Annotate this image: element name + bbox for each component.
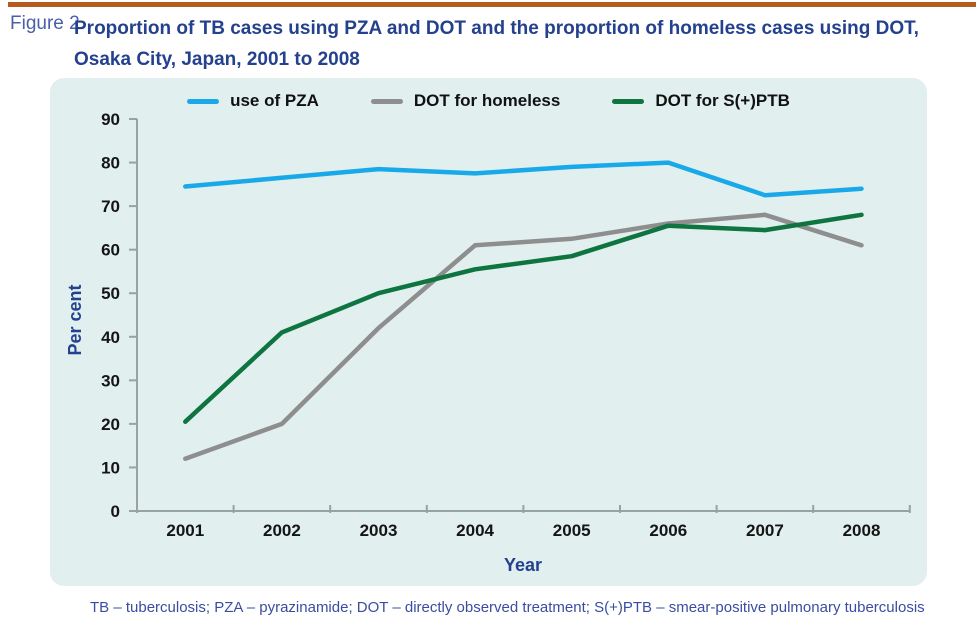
y-tick-label: 40 <box>101 328 120 347</box>
figure-label: Figure 2. <box>10 13 85 34</box>
y-tick-label: 90 <box>101 110 120 129</box>
legend-swatch-dot-for-homeless-icon <box>370 98 403 104</box>
footnote: TB – tuberculosis; PZA – pyrazinamide; D… <box>90 599 925 616</box>
legend-swatch-dot-for-s-ptb-icon <box>612 98 645 104</box>
x-tick-label: 2006 <box>649 521 687 540</box>
y-tick-label: 10 <box>101 458 120 477</box>
legend-item-dot-for-s-ptb: DOT for S(+)PTB <box>612 91 790 111</box>
y-axis-title: Per cent <box>65 284 85 355</box>
y-tick-label: 80 <box>101 154 120 173</box>
chart-plot-area: 0 10 20 30 40 50 60 70 80 90 2001 2002 2003 2004 2005 2… <box>101 110 911 540</box>
legend-item-dot-for-homeless: DOT for homeless <box>370 91 561 111</box>
y-tick-label: 30 <box>101 371 120 390</box>
x-tick-label: 2002 <box>263 521 301 540</box>
y-tick-label: 60 <box>101 241 120 260</box>
series-line-1 <box>183 212 864 461</box>
y-tick-label: 0 <box>111 502 120 521</box>
line-chart: 0 10 20 30 40 50 60 70 80 90 2001 2002 2003 2004 2005 2… <box>65 110 911 575</box>
x-tick-label: 2004 <box>456 521 494 540</box>
x-tick-label: 2007 <box>746 521 784 540</box>
x-tick-label: 2005 <box>553 521 591 540</box>
chart-legend: use of PZA DOT for homeless DOT for S(+)… <box>50 91 927 111</box>
top-rule <box>8 2 976 7</box>
legend-label-dot-for-homeless: DOT for homeless <box>413 91 561 110</box>
y-tick-label: 20 <box>101 415 120 434</box>
series-line-0 <box>183 160 864 198</box>
x-axis-title: Year <box>504 555 542 575</box>
x-tick-label: 2001 <box>166 521 204 540</box>
x-tick-label: 2003 <box>360 521 398 540</box>
legend-label-dot-for-s-ptb: DOT for S(+)PTB <box>655 91 790 110</box>
y-tick-label: 70 <box>101 197 120 216</box>
legend-label-use-of-pza: use of PZA <box>230 91 319 110</box>
legend-swatch-use-of-pza-icon <box>187 98 220 104</box>
series-line-2 <box>183 212 864 424</box>
chart-panel: 0 10 20 30 40 50 60 70 80 90 2001 2002 2003 2004 2005 2… <box>50 78 927 586</box>
legend-item-use-of-pza: use of PZA <box>187 91 319 111</box>
figure-title: Proportion of TB cases using PZA and DOT… <box>74 18 919 70</box>
y-tick-label: 50 <box>101 284 120 303</box>
x-tick-label: 2008 <box>843 521 881 540</box>
